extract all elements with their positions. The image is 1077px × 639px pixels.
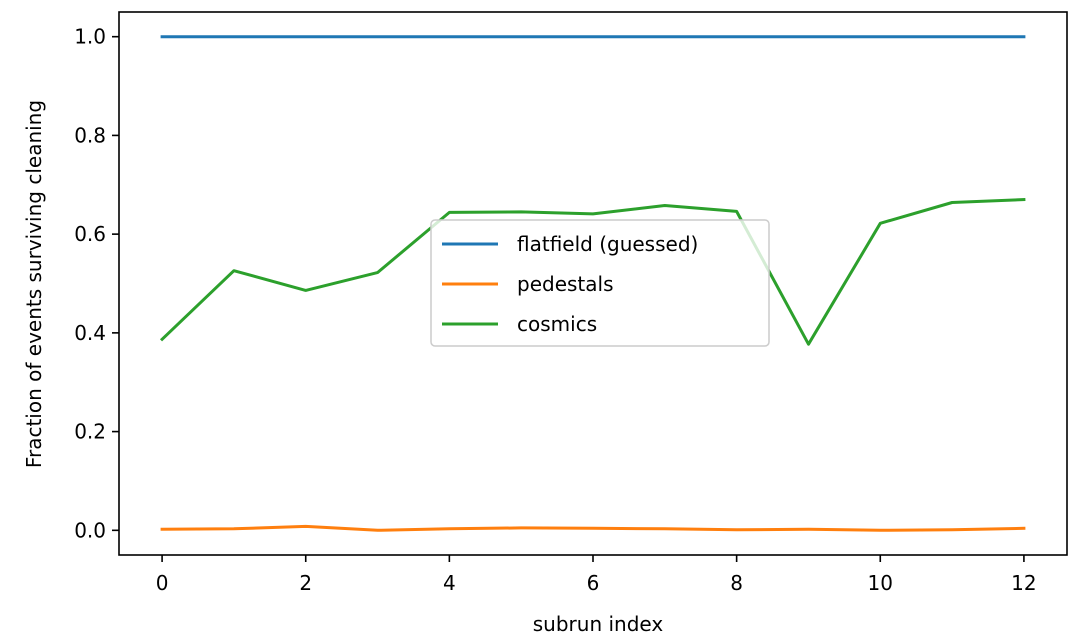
y-tick-label: 1.0	[74, 25, 106, 49]
legend-label: pedestals	[517, 272, 614, 296]
legend-label: flatfield (guessed)	[517, 232, 698, 256]
legend-box	[430, 219, 770, 347]
y-tick-label: 0.4	[74, 321, 106, 345]
x-axis-label: subrun index	[533, 612, 664, 636]
x-tick-label: 10	[868, 571, 893, 595]
y-tick-label: 0.2	[74, 420, 106, 444]
x-axis-ticks: 0 2 4 6 8 10 12	[156, 555, 1037, 595]
x-tick-label: 0	[156, 571, 169, 595]
x-tick-label: 12	[1011, 571, 1036, 595]
x-tick-label: 2	[299, 571, 312, 595]
x-tick-label: 4	[443, 571, 456, 595]
y-tick-label: 0.0	[74, 518, 106, 542]
series-line-2	[160, 524, 1026, 532]
series-line-3	[159, 198, 1026, 346]
x-tick-label: 8	[730, 571, 743, 595]
y-axis-ticks: 0.0 0.2 0.4 0.6 0.8 1.0	[74, 25, 119, 542]
plot-lines	[159, 35, 1026, 532]
y-tick-label: 0.8	[74, 123, 106, 147]
legend-label: cosmics	[517, 312, 597, 336]
legend: flatfield (guessed) pedestals cosmics	[430, 219, 770, 347]
x-tick-label: 6	[587, 571, 600, 595]
y-tick-label: 0.6	[74, 222, 106, 246]
y-axis-label: Fraction of events surviving cleaning	[22, 100, 46, 468]
